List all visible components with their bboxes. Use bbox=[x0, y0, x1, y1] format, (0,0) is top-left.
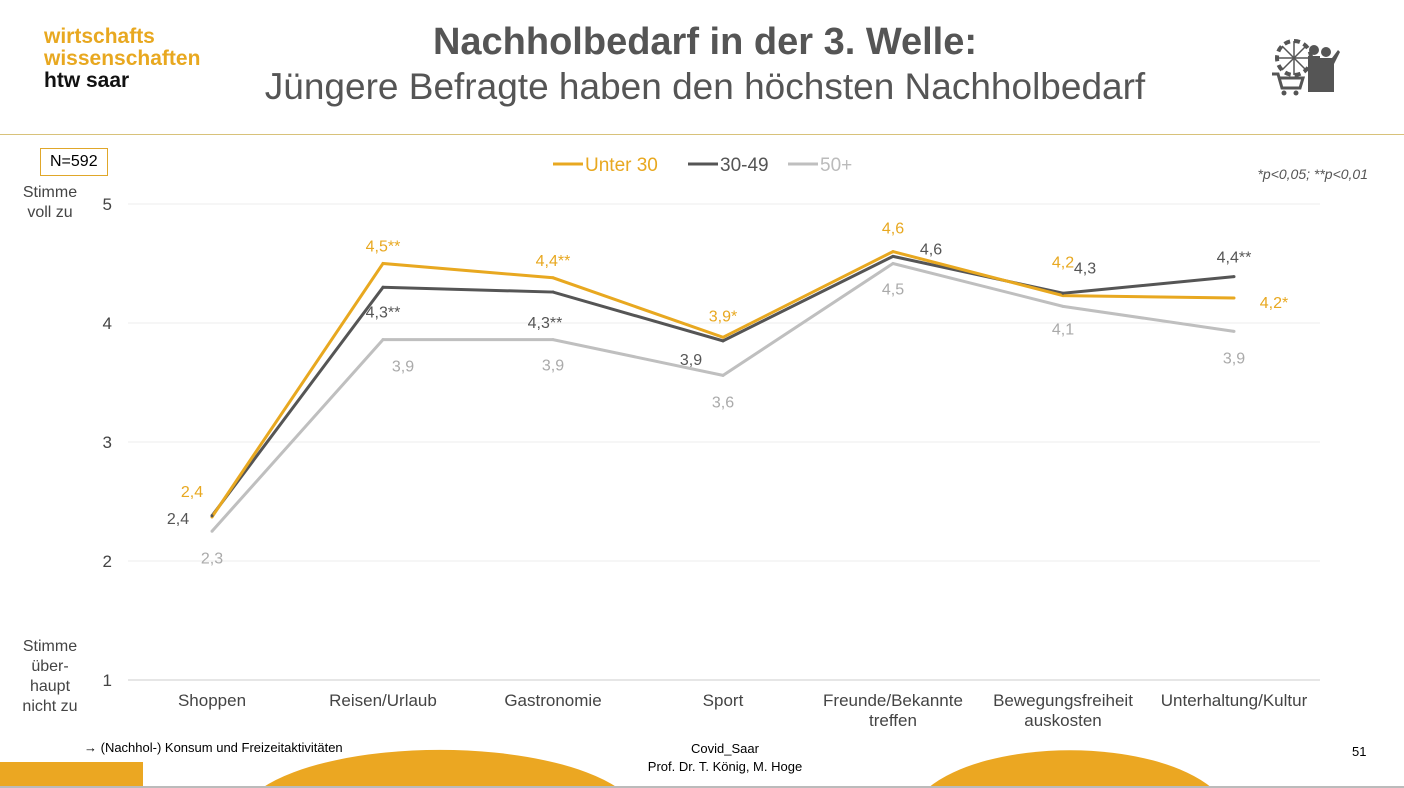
footer-authors: Prof. Dr. T. König, M. Hoge bbox=[647, 759, 803, 774]
data-label: 4,2* bbox=[1260, 295, 1288, 312]
data-label: 3,9 bbox=[680, 352, 702, 369]
page-number: 51 bbox=[1352, 744, 1367, 759]
data-point bbox=[381, 262, 385, 265]
header-divider bbox=[0, 134, 1404, 135]
data-point bbox=[1232, 296, 1236, 300]
data-label: 4,3** bbox=[528, 315, 563, 332]
legend-label: 30-49 bbox=[720, 155, 769, 176]
data-point bbox=[891, 254, 895, 258]
data-point bbox=[381, 338, 385, 342]
data-point bbox=[210, 529, 214, 533]
data-label: 4,6 bbox=[882, 221, 904, 238]
data-label: 3,9 bbox=[1223, 350, 1245, 367]
data-label: 4,4** bbox=[536, 253, 571, 270]
data-point bbox=[210, 514, 214, 518]
data-point bbox=[551, 276, 555, 280]
title-main: Nachholbedarf in der 3. Welle: bbox=[432, 21, 978, 63]
x-tick-label: Shoppen bbox=[178, 691, 246, 710]
data-label: 4,6 bbox=[920, 241, 942, 258]
y-tick-label: 3 bbox=[103, 433, 112, 452]
x-tick-label: Reisen/Urlaub bbox=[329, 691, 437, 710]
data-point bbox=[1232, 275, 1236, 279]
logo: wirtschafts wissenschaften htw saar bbox=[44, 26, 200, 92]
line-chart: 1 2 3 4 5 Shoppen Reisen/Urlaub Gastronomie Spor… bbox=[103, 155, 1320, 730]
footer-credits: Covid_Saar Prof. Dr. T. König, M. Hoge bbox=[600, 740, 850, 776]
legend-label: Unter 30 bbox=[585, 155, 658, 176]
y-label-top: Stimme voll zu bbox=[22, 184, 78, 221]
x-tick-label: Bewegungsfreiheit auskosten bbox=[993, 691, 1133, 730]
data-point bbox=[1232, 329, 1236, 333]
data-point bbox=[1061, 294, 1065, 298]
footer-decoration bbox=[0, 749, 1404, 788]
y-tick-label: 2 bbox=[103, 552, 112, 571]
data-label: 4,3 bbox=[1074, 260, 1096, 277]
footer-project: Covid_Saar bbox=[691, 741, 759, 756]
data-point bbox=[381, 285, 385, 289]
data-label: 4,4** bbox=[1217, 250, 1252, 267]
logo-line: htw saar bbox=[44, 69, 130, 92]
data-label: 3,9 bbox=[392, 359, 414, 376]
data-label: 4,3** bbox=[366, 304, 401, 321]
data-label: 2,4 bbox=[181, 484, 203, 501]
data-point bbox=[1061, 291, 1065, 295]
data-label: 4,5** bbox=[366, 239, 401, 256]
y-tick-label: 5 bbox=[103, 195, 112, 214]
data-point bbox=[721, 339, 725, 343]
legend-label: 50+ bbox=[820, 155, 852, 176]
data-point bbox=[551, 338, 555, 342]
data-label: 4,1 bbox=[1052, 321, 1074, 338]
data-label: 4,5 bbox=[882, 282, 904, 299]
significance-note: *p<0,05; **p<0,01 bbox=[1257, 166, 1368, 182]
ferris-wheel-shopping-family-icon bbox=[1272, 39, 1340, 96]
data-label: 3,6 bbox=[712, 394, 734, 411]
data-label: 2,3 bbox=[201, 550, 223, 567]
data-point bbox=[551, 290, 555, 294]
data-label: 3,9* bbox=[709, 308, 737, 325]
data-label: 4,2 bbox=[1052, 255, 1074, 272]
y-tick-label: 1 bbox=[103, 671, 112, 690]
x-tick-label: Unterhaltung/Kultur bbox=[1161, 691, 1308, 710]
data-point bbox=[891, 250, 895, 254]
x-tick-label: Freunde/Bekannte treffen bbox=[823, 691, 963, 730]
y-tick-label: 4 bbox=[103, 314, 112, 333]
data-point bbox=[721, 373, 725, 377]
data-point bbox=[721, 335, 725, 339]
sample-size-box: N=592 bbox=[40, 148, 108, 176]
data-point bbox=[891, 262, 895, 265]
title-sub: Jüngere Befragte haben den höchsten Nach… bbox=[264, 66, 1146, 107]
logo-line: wirtschafts bbox=[44, 25, 155, 48]
data-point bbox=[1061, 304, 1065, 308]
data-label: 2,4 bbox=[167, 511, 189, 528]
logo-line: wissenschaften bbox=[44, 47, 201, 70]
footer-note: → (Nachhol-) Konsum und Freizeitaktivitä… bbox=[84, 740, 343, 755]
y-label-bottom: Stimme über-haupt nicht zu bbox=[22, 638, 78, 715]
data-label: 3,9 bbox=[542, 358, 564, 375]
x-tick-label: Sport bbox=[703, 691, 744, 710]
slide-title: Nachholbedarf in der 3. Welle: Jüngere B… bbox=[200, 20, 1210, 110]
x-tick-label: Gastronomie bbox=[504, 691, 601, 710]
